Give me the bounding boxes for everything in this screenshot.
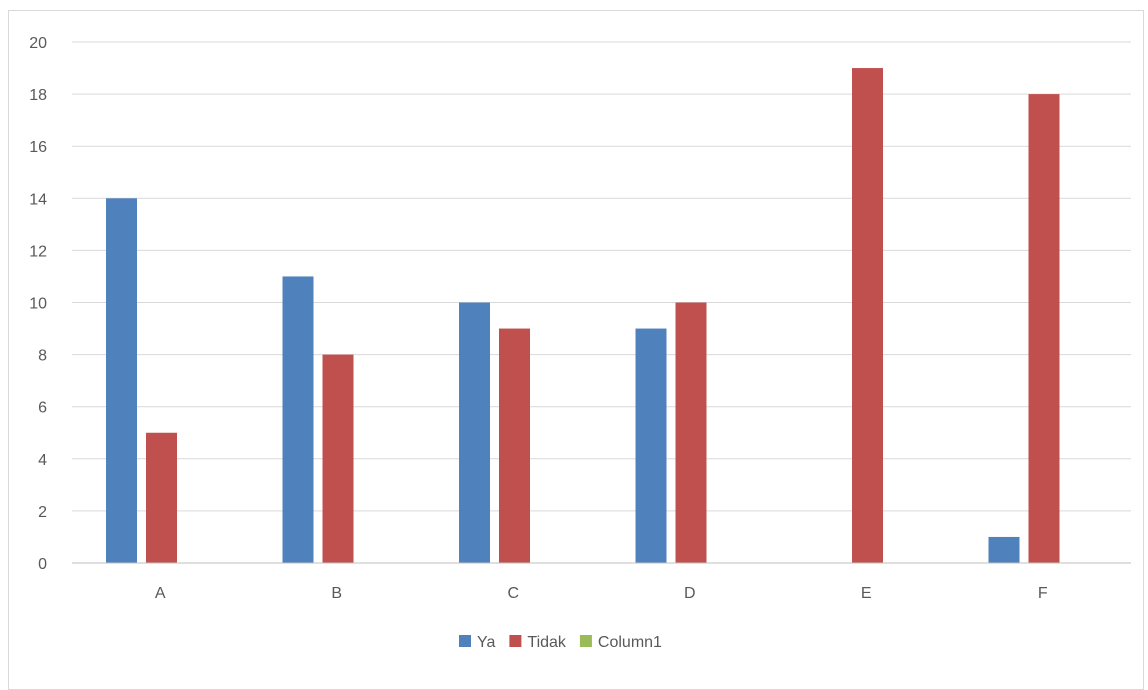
y-tick-label: 8 xyxy=(38,348,47,365)
bar-Tidak-F xyxy=(1028,94,1060,563)
legend: Ya Tidak Column1 xyxy=(459,634,662,651)
legend-label: Column1 xyxy=(598,634,662,651)
x-tick-label: A xyxy=(155,585,166,602)
y-tick-label: 16 xyxy=(29,139,47,156)
legend-item: Ya xyxy=(459,634,495,651)
y-tick-label: 0 xyxy=(38,556,47,573)
legend-swatch xyxy=(459,635,471,647)
chart-area xyxy=(8,10,1144,690)
y-tick-label: 18 xyxy=(29,87,47,104)
y-axis-tick-labels: 0 2 4 6 8 10 12 14 16 18 20 xyxy=(29,35,47,573)
y-tick-label: 4 xyxy=(38,452,47,469)
y-tick-label: 10 xyxy=(29,296,47,313)
x-tick-label: E xyxy=(861,585,872,602)
x-tick-label: F xyxy=(1038,585,1048,602)
legend-label: Tidak xyxy=(527,634,567,651)
legend-item: Column1 xyxy=(579,634,662,651)
x-axis-tick-labels: A B C D E F xyxy=(155,585,1048,602)
y-tick-label: 20 xyxy=(29,35,47,52)
legend-swatch xyxy=(509,635,522,647)
bar-Ya-F xyxy=(988,536,1020,563)
bar-Ya-A xyxy=(106,198,137,564)
x-tick-label: C xyxy=(507,585,519,602)
y-tick-label: 12 xyxy=(29,243,47,260)
bar-Tidak-D xyxy=(675,302,707,563)
y-tick-label: 2 xyxy=(38,504,47,521)
bar-Ya-D xyxy=(635,328,667,563)
legend-swatch xyxy=(579,635,592,647)
bars xyxy=(106,68,1060,564)
legend-label: Ya xyxy=(477,634,495,651)
bar-Tidak-C xyxy=(499,328,530,563)
bar-Tidak-A xyxy=(146,432,177,563)
x-tick-label: B xyxy=(331,585,342,602)
legend-item: Tidak xyxy=(509,634,567,651)
bar-Ya-C xyxy=(459,302,490,563)
gridlines xyxy=(72,41,1131,512)
bar-Tidak-B xyxy=(322,354,354,563)
bar-Tidak-E xyxy=(852,68,883,564)
x-tick-label: D xyxy=(684,585,696,602)
y-tick-label: 14 xyxy=(29,191,47,208)
bar-Ya-B xyxy=(282,276,314,563)
y-tick-label: 6 xyxy=(38,400,47,417)
